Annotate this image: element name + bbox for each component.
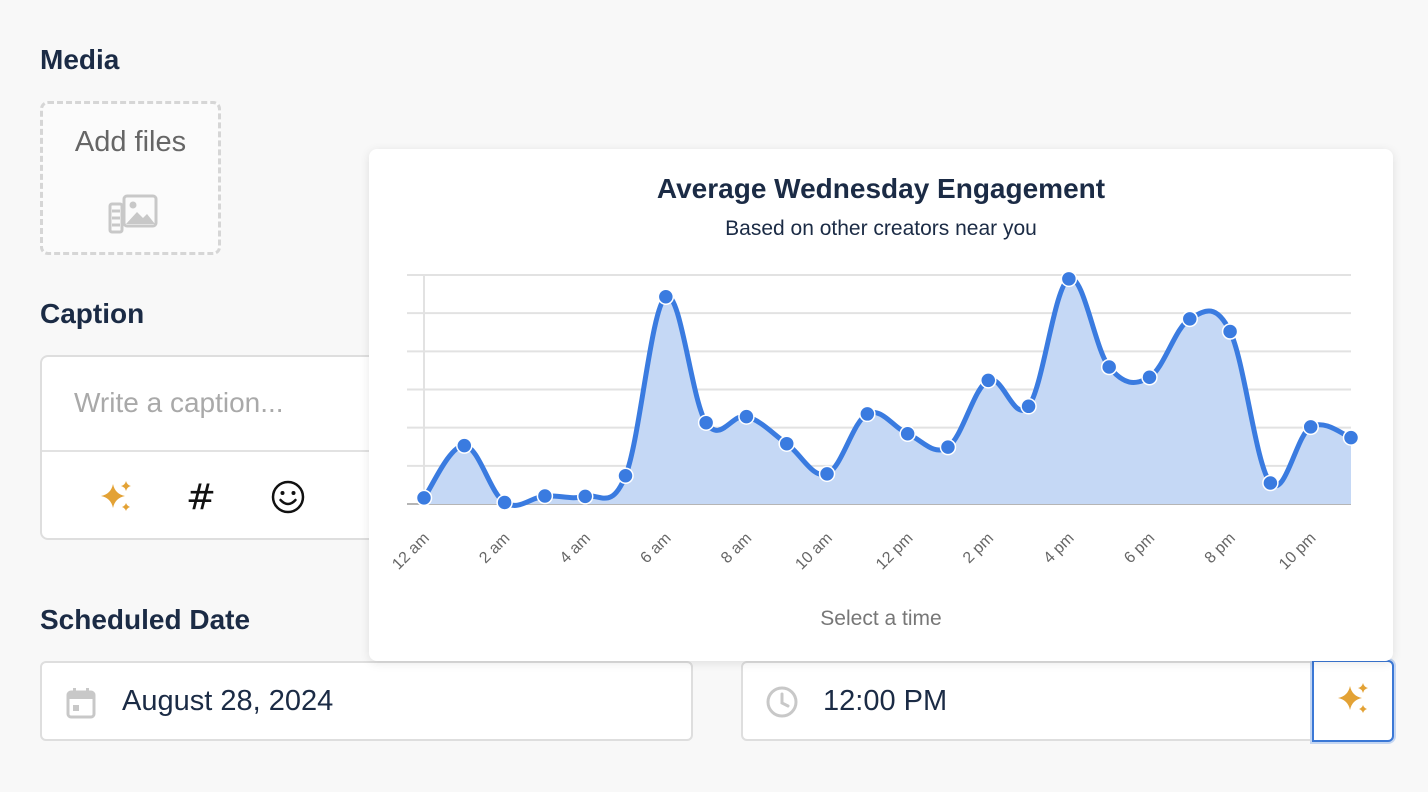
date-field[interactable]: August 28, 2024 — [40, 661, 693, 741]
x-tick-label: 4 am — [557, 530, 594, 567]
data-point[interactable] — [1020, 398, 1037, 415]
caption-label: Caption — [40, 298, 145, 329]
ai-suggest-time-button[interactable] — [1312, 660, 1394, 742]
x-tick-label: 12 am — [389, 530, 432, 573]
x-tick-label: 2 am — [476, 530, 513, 567]
area-fill — [424, 278, 1351, 506]
chart-subtitle: Based on other creators near you — [725, 217, 1037, 240]
x-tick-label: 2 pm — [960, 530, 997, 567]
data-point[interactable] — [1060, 270, 1078, 288]
data-point[interactable] — [939, 438, 957, 456]
data-point[interactable] — [1302, 418, 1319, 436]
data-point[interactable] — [657, 288, 675, 306]
data-point[interactable] — [536, 487, 554, 505]
add-files-label: Add files — [74, 126, 187, 158]
caption-box: # — [40, 355, 420, 540]
x-tick-label: 6 pm — [1121, 530, 1158, 567]
x-tick-label: 6 am — [637, 530, 674, 567]
x-tick-label: 4 pm — [1041, 530, 1078, 567]
data-point[interactable] — [778, 435, 795, 452]
hashtag-icon[interactable]: # — [179, 475, 223, 519]
add-files-dropzone[interactable]: Add files — [40, 101, 221, 255]
data-point[interactable] — [738, 408, 755, 425]
clock-icon — [765, 685, 799, 724]
caption-divider — [42, 450, 418, 452]
ai-sparkle-icon — [1335, 681, 1371, 722]
data-point[interactable] — [818, 465, 836, 483]
data-point[interactable] — [617, 467, 634, 485]
data-point[interactable] — [496, 494, 513, 511]
data-point[interactable] — [899, 425, 916, 443]
data-point[interactable] — [576, 488, 594, 505]
data-point[interactable] — [456, 437, 473, 454]
calendar-icon — [66, 687, 96, 724]
media-label: Media — [40, 44, 120, 75]
chart-title: Average Wednesday Engagement — [656, 173, 1106, 204]
data-point[interactable] — [697, 414, 715, 431]
data-point[interactable] — [980, 372, 997, 389]
x-tick-label: 8 pm — [1202, 530, 1239, 567]
caption-input[interactable] — [74, 387, 394, 419]
scheduled-date-label: Scheduled Date — [40, 604, 251, 635]
data-point[interactable] — [1342, 429, 1360, 446]
date-value: August 28, 2024 — [122, 685, 334, 717]
ai-sparkle-icon[interactable] — [94, 475, 138, 519]
x-tick-label: 10 pm — [1276, 530, 1319, 573]
engagement-chart[interactable]: 12 am 2 am 4 am 6 am 8 am 10 am 12 pm 2 pm 4 pm 6… — [369, 149, 1393, 609]
data-point[interactable] — [1181, 310, 1199, 328]
time-field[interactable]: 12:00 PM — [741, 661, 1315, 741]
data-point[interactable] — [415, 489, 433, 507]
time-value: 12:00 PM — [823, 685, 948, 717]
emoji-icon[interactable] — [266, 475, 310, 519]
data-point[interactable] — [1221, 323, 1239, 340]
hashtag-text: # — [185, 476, 217, 518]
x-tick-label: 12 pm — [873, 530, 916, 573]
select-time-hint: Select a time — [820, 607, 942, 630]
x-tick-label: 8 am — [718, 530, 755, 567]
engagement-popover: Average Wednesday Engagement Based on ot… — [369, 149, 1393, 661]
x-tick-label: 10 am — [792, 530, 835, 573]
data-point[interactable] — [859, 405, 876, 423]
data-point[interactable] — [1100, 358, 1118, 376]
data-point[interactable] — [1141, 369, 1158, 386]
image-gallery-icon — [108, 192, 160, 241]
data-point[interactable] — [1262, 474, 1279, 492]
